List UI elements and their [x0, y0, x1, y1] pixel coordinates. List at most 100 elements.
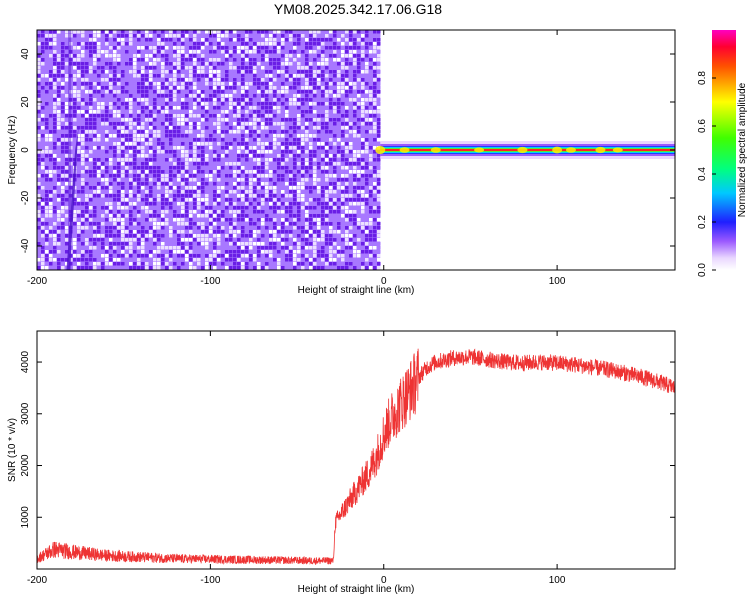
heatmap-cell	[201, 266, 205, 270]
heatmap-cell	[185, 34, 189, 38]
heatmap-cell	[49, 234, 53, 238]
heatmap-cell	[337, 250, 341, 254]
heatmap-cell	[105, 74, 109, 78]
heatmap-cell	[329, 194, 333, 198]
heatmap-cell	[93, 186, 97, 190]
heatmap-cell	[301, 178, 305, 182]
heatmap-cell	[353, 234, 357, 238]
heatmap-cell	[277, 82, 281, 86]
heatmap-cell	[129, 214, 133, 218]
heatmap-cell	[149, 246, 153, 250]
heatmap-cell	[137, 218, 141, 222]
heatmap-cell	[81, 186, 85, 190]
heatmap-cell	[337, 170, 341, 174]
heatmap-cell	[41, 250, 45, 254]
heatmap-cell	[305, 62, 309, 66]
heatmap-cell	[101, 218, 105, 222]
heatmap-cell	[245, 206, 249, 210]
heatmap-cell	[253, 90, 257, 94]
heatmap-cell	[369, 50, 373, 54]
heatmap-cell	[225, 162, 229, 166]
heatmap-cell	[341, 138, 345, 142]
heatmap-cell	[89, 106, 93, 110]
heatmap-cell	[145, 114, 149, 118]
heatmap-cell	[173, 202, 177, 206]
heatmap-cell	[133, 58, 137, 62]
heatmap-cell	[245, 210, 249, 214]
heatmap-cell	[217, 90, 221, 94]
heatmap-cell	[77, 166, 81, 170]
heatmap-cell	[321, 258, 325, 262]
heatmap-cell	[105, 126, 109, 130]
heatmap-cell	[189, 142, 193, 146]
heatmap-cell	[121, 166, 125, 170]
heatmap-cell	[229, 226, 233, 230]
heatmap-cell	[213, 102, 217, 106]
heatmap-cell	[145, 262, 149, 266]
heatmap-cell	[161, 166, 165, 170]
heatmap-cell	[241, 250, 245, 254]
heatmap-cell	[145, 254, 149, 258]
heatmap-cell	[77, 74, 81, 78]
heatmap-cell	[173, 138, 177, 142]
heatmap-cell	[313, 102, 317, 106]
heatmap-cell	[353, 170, 357, 174]
heatmap-cell	[261, 190, 265, 194]
heatmap-cell	[321, 178, 325, 182]
heatmap-cell	[73, 130, 77, 134]
heatmap-cell	[173, 230, 177, 234]
heatmap-cell	[233, 226, 237, 230]
heatmap-cell	[281, 90, 285, 94]
heatmap-cell	[97, 242, 101, 246]
heatmap-cell	[361, 58, 365, 62]
heatmap-cell	[337, 154, 341, 158]
heatmap-cell	[157, 46, 161, 50]
heatmap-cell	[137, 62, 141, 66]
heatmap-cell	[137, 230, 141, 234]
heatmap-cell	[225, 174, 229, 178]
heatmap-cell	[173, 162, 177, 166]
heatmap-cell	[285, 258, 289, 262]
heatmap-cell	[133, 166, 137, 170]
heatmap-cell	[249, 38, 253, 42]
heatmap-cell	[37, 74, 41, 78]
heatmap-cell	[193, 154, 197, 158]
heatmap-cell	[265, 110, 269, 114]
heatmap-cell	[261, 86, 265, 90]
heatmap-cell	[237, 182, 241, 186]
heatmap-cell	[245, 74, 249, 78]
heatmap-cell	[53, 138, 57, 142]
heatmap-cell	[265, 214, 269, 218]
heatmap-cell	[45, 38, 49, 42]
heatmap-cell	[333, 110, 337, 114]
heatmap-cell	[109, 66, 113, 70]
heatmap-cell	[321, 202, 325, 206]
heatmap-cell	[349, 254, 353, 258]
heatmap-cell	[97, 234, 101, 238]
heatmap-cell	[289, 206, 293, 210]
heatmap-cell	[81, 62, 85, 66]
heatmap-cell	[41, 82, 45, 86]
heatmap-cell	[57, 222, 61, 226]
heatmap-cell	[93, 78, 97, 82]
heatmap-cell	[333, 162, 337, 166]
heatmap-cell	[149, 194, 153, 198]
heatmap-cell	[233, 178, 237, 182]
heatmap-cell	[277, 106, 281, 110]
heatmap-cell	[289, 130, 293, 134]
heatmap-cell	[293, 126, 297, 130]
heatmap-cell	[345, 226, 349, 230]
heatmap-cell	[133, 206, 137, 210]
heatmap-cell	[249, 182, 253, 186]
heatmap-cell	[293, 246, 297, 250]
heatmap-cell	[169, 66, 173, 70]
heatmap-cell	[205, 194, 209, 198]
heatmap-cell	[277, 262, 281, 266]
heatmap-cell	[101, 206, 105, 210]
heatmap-cell	[209, 66, 213, 70]
heatmap-cell	[325, 266, 329, 270]
heatmap-cell	[249, 110, 253, 114]
heatmap-cell	[97, 142, 101, 146]
heatmap-cell	[149, 86, 153, 90]
heatmap-cell	[209, 170, 213, 174]
